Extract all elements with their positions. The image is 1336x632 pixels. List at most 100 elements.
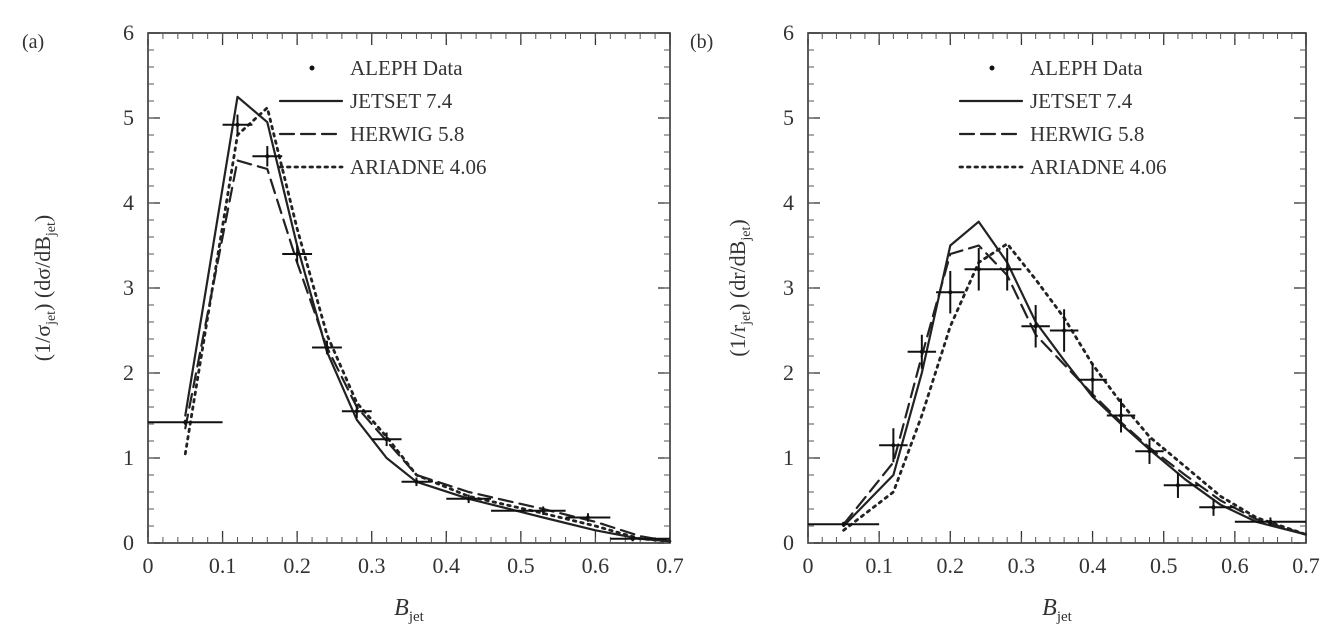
data-marker: [1062, 328, 1067, 333]
y-axis-label-part: ) (dσ/dB: [30, 236, 55, 311]
x-tick-label: 0.3: [1008, 553, 1036, 578]
series-line-jetset-7-4: [184, 95, 672, 543]
data-marker: [1090, 377, 1095, 382]
legend-label: ARIADNE 4.06: [1030, 155, 1167, 179]
data-marker: [466, 496, 471, 501]
data-marker: [324, 345, 329, 350]
y-tick-label: 2: [123, 360, 134, 385]
x-tick-label: 0.5: [1150, 553, 1178, 578]
legend-item: HERWIG 5.8: [278, 122, 464, 146]
legend-dot-marker: [989, 65, 995, 71]
data-point: [148, 419, 223, 425]
legend: ALEPH Data JETSET 7.4 HERWIG 5.8 ARIADNE 4.…: [278, 56, 487, 179]
y-axis-label-subscript: jet: [44, 222, 59, 237]
data-point: [491, 506, 566, 515]
y-axis-label-subscript: jet: [739, 311, 754, 326]
data-point: [1078, 362, 1107, 397]
data-marker: [1147, 449, 1152, 454]
y-tick-label: 1: [783, 445, 794, 470]
data-marker: [183, 420, 188, 425]
data-point: [312, 340, 342, 355]
data-marker: [1268, 519, 1273, 524]
data-point: [907, 334, 937, 369]
legend-label: ALEPH Data: [1030, 56, 1143, 80]
legend-item: ALEPH Data: [309, 56, 463, 80]
panel-label: (a): [22, 31, 44, 53]
data-point: [610, 536, 670, 542]
data-marker: [265, 154, 270, 159]
data-point: [1049, 309, 1079, 352]
data-point: [1021, 305, 1050, 348]
legend-label: ARIADNE 4.06: [350, 155, 487, 179]
data-point: [401, 477, 432, 487]
x-tick-label: 0.6: [1221, 553, 1249, 578]
x-tick-label: 0.7: [656, 553, 684, 578]
legend-label: HERWIG 5.8: [350, 122, 464, 146]
y-tick-label: 4: [783, 190, 794, 215]
x-axis-label: Bjet: [394, 595, 424, 625]
data-point: [282, 245, 313, 263]
y-tick-label: 5: [123, 105, 134, 130]
y-tick-label: 6: [783, 20, 794, 45]
data-marker: [295, 252, 300, 256]
x-tick-label: 0.2: [283, 553, 311, 578]
y-axis-label-subscript: jet: [44, 311, 59, 326]
data-marker: [630, 536, 635, 541]
data-point: [1199, 498, 1235, 516]
data-marker: [1005, 267, 1010, 272]
chart-panel-a: (a) 0 1 2 3 4 5 6 0 0.1 0.2 0.3 0.4 0.5 0.6 0.7 Bjet (1/σ…: [22, 20, 684, 625]
y-tick-label: 4: [123, 190, 134, 215]
data-marker: [354, 409, 359, 414]
legend: ALEPH Data JETSET 7.4 HERWIG 5.8 ARIADNE 4.…: [958, 56, 1167, 179]
data-marker: [1033, 324, 1038, 329]
y-axis-label-part: (1/σ: [30, 325, 55, 361]
series-line-herwig-5-8: [842, 244, 1308, 536]
y-axis-label: (1/σjet) (dσ/dBjet): [30, 215, 59, 361]
legend-item: JETSET 7.4: [278, 89, 453, 113]
x-tick-label: 0.4: [433, 553, 461, 578]
data-marker: [541, 508, 546, 513]
data-marker: [919, 349, 924, 354]
y-axis-label-part: ) (dr/dB: [725, 241, 750, 311]
data-point: [936, 271, 965, 314]
legend-label: JETSET 7.4: [350, 89, 453, 113]
x-axis-label: Bjet: [1042, 595, 1072, 625]
legend-dot-marker: [309, 65, 315, 71]
data-point: [1234, 517, 1306, 526]
data-marker: [1175, 483, 1180, 488]
x-tick-label: 0.1: [209, 553, 237, 578]
y-axis-label-part: ): [30, 215, 55, 222]
legend-item: ARIADNE 4.06: [278, 155, 487, 179]
y-tick-label: 6: [123, 20, 134, 45]
data-point: [879, 428, 908, 463]
data-marker: [891, 443, 896, 448]
data-marker: [1119, 413, 1124, 418]
x-tick-label: 0.5: [507, 553, 535, 578]
panel-label: (b): [690, 31, 713, 53]
data-point: [1163, 472, 1200, 498]
data-point: [565, 513, 611, 522]
x-tick-label: 0: [803, 553, 814, 578]
y-axis-label: (1/rjet) (dr/dBjet): [725, 219, 754, 356]
data-point: [446, 494, 492, 504]
y-tick-label: 0: [783, 530, 794, 555]
y-tick-label: 2: [783, 360, 794, 385]
y-tick-label: 3: [123, 275, 134, 300]
data-point: [1135, 438, 1164, 464]
data-point: [252, 146, 283, 167]
data-point: [992, 248, 1022, 291]
legend-item: ARIADNE 4.06: [958, 155, 1167, 179]
y-tick-label: 1: [123, 445, 134, 470]
y-axis-label-subscript: jet: [739, 227, 754, 242]
x-tick-label: 0: [143, 553, 154, 578]
y-axis-label-part: (1/r: [725, 324, 750, 356]
data-point: [808, 521, 880, 527]
x-tick-label: 0.3: [358, 553, 386, 578]
data-marker: [585, 515, 590, 520]
data-point: [964, 248, 993, 291]
data-marker: [384, 437, 389, 442]
legend-item: JETSET 7.4: [958, 89, 1133, 113]
legend-item: ALEPH Data: [989, 56, 1143, 80]
data-marker: [235, 122, 240, 127]
x-tick-label: 0.2: [937, 553, 965, 578]
